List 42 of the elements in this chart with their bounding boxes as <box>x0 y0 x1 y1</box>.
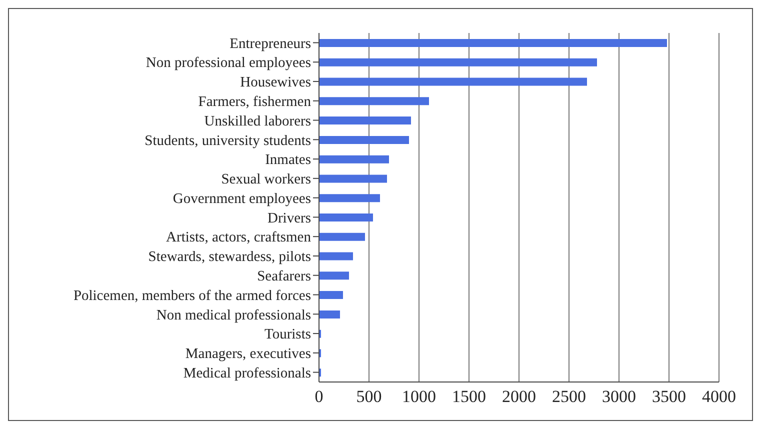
bar <box>319 232 365 241</box>
x-tick-label: 1000 <box>402 387 436 406</box>
x-tick-label: 500 <box>356 387 382 406</box>
y-tick-label: Farmers, fishermen <box>198 94 312 110</box>
y-tick-label: Tourists <box>264 326 312 343</box>
x-tick-label: 3000 <box>602 387 636 406</box>
y-tick-label: Students, university students <box>144 132 312 149</box>
x-tick-label: 1500 <box>452 387 486 406</box>
x-tick-label: 0 <box>314 387 324 406</box>
bar <box>319 116 411 125</box>
y-tick-label: Entrepreneurs <box>230 36 312 52</box>
y-tick-label: Non medical professionals <box>156 307 312 324</box>
bar <box>319 272 349 280</box>
bar <box>319 194 380 202</box>
y-tick-label: Stewards, stewardess, pilots <box>148 249 312 266</box>
bar <box>319 39 667 47</box>
y-tick-label: Non professional employees <box>146 55 312 72</box>
x-tick-label: 3500 <box>652 387 686 406</box>
bar <box>319 310 340 318</box>
bar <box>319 97 429 106</box>
bar <box>319 174 387 183</box>
bar <box>319 58 597 66</box>
y-tick-label: Medical professionals <box>183 365 312 382</box>
x-tick-label: 2000 <box>502 387 536 406</box>
y-tick-label: Government employees <box>172 190 312 207</box>
bar <box>319 252 353 260</box>
bar <box>319 214 373 222</box>
y-tick-label: Unskilled laborers <box>204 113 312 130</box>
y-tick-label: Drivers <box>268 210 312 226</box>
y-tick-label: Housewives <box>240 74 312 91</box>
bar <box>319 155 389 164</box>
bar <box>319 78 587 86</box>
y-tick-label: Sexual workers <box>221 172 312 188</box>
x-tick-label: 4000 <box>702 387 736 406</box>
y-tick-label: Inmates <box>265 152 312 168</box>
x-tick-label: 2500 <box>552 387 586 406</box>
bar <box>319 136 409 144</box>
y-tick-label: Managers, executives <box>185 346 312 362</box>
y-tick-label: Seafarers <box>257 268 312 285</box>
y-tick-label: Artists, actors, craftsmen <box>166 230 312 246</box>
bar <box>319 291 343 300</box>
y-tick-label: Policemen, members of the armed forces <box>73 288 312 304</box>
